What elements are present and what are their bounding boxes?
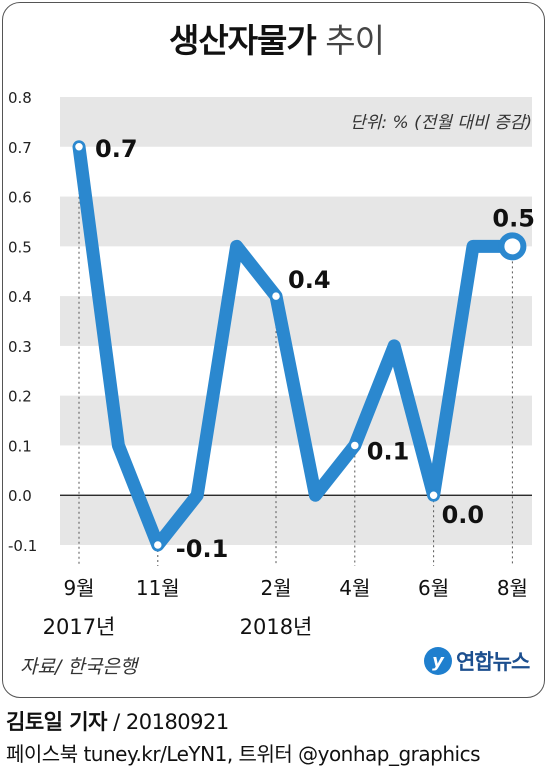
data-label: -0.1	[176, 535, 228, 563]
data-label: 0.1	[367, 437, 410, 465]
point-marker	[269, 289, 283, 303]
data-label: 0.5	[492, 204, 535, 232]
data-label: 0.7	[95, 135, 138, 163]
year-label: 2018년	[240, 615, 313, 639]
y-tick-label: -0.1	[8, 537, 37, 555]
reporter-name: 김토일 기자	[6, 710, 107, 734]
x-tick-label: 9월	[63, 576, 94, 600]
y-tick-label: 0.6	[8, 189, 32, 207]
title-main: 생산자물가	[168, 21, 317, 60]
data-label: 0.4	[288, 266, 331, 294]
x-axis-ticks: 9월 11월 2월 4월 6월 8월 2017년 2018년	[43, 576, 528, 639]
x-tick-label: 2월	[260, 576, 291, 600]
y-axis-ticks: 0.8 0.7 0.6 0.5 0.4 0.3 0.2 0.1 0.0 -0.1	[8, 89, 37, 555]
data-label: 0.0	[442, 501, 485, 529]
y-tick-label: 0.2	[8, 388, 32, 406]
point-marker	[72, 140, 86, 154]
agency-logo: y 연합뉴스	[424, 646, 530, 676]
y-tick-label: 0.7	[8, 139, 32, 157]
agency-logo-text: 연합뉴스	[456, 650, 530, 674]
unit-note: 단위: % (전월 대비 증감)	[350, 113, 532, 133]
grid-bands	[60, 97, 532, 545]
x-tick-label: 11월	[136, 576, 180, 600]
y-tick-label: 0.3	[8, 338, 32, 356]
x-tick-label: 6월	[418, 576, 449, 600]
point-marker	[427, 488, 440, 502]
series-layer	[72, 140, 527, 552]
byline: 김토일 기자 / 20180921	[6, 706, 229, 736]
publish-date: / 20180921	[113, 710, 229, 734]
data-labels: 0.7 -0.1 0.4 0.1 0.0 0.5	[95, 135, 535, 563]
y-tick-label: 0.8	[8, 89, 32, 107]
agency-logo-icon: y	[424, 647, 452, 675]
guide-lines	[78, 146, 513, 566]
chart-title: 생산자물가 추이	[0, 14, 553, 62]
y-tick-label: 0.4	[8, 288, 32, 306]
point-marker	[498, 232, 527, 261]
year-label: 2017년	[43, 615, 116, 639]
series-line	[72, 140, 519, 552]
grid-band	[60, 196, 532, 247]
grid-band	[60, 97, 532, 147]
y-tick-label: 0.1	[8, 437, 32, 455]
title-sub: 추이	[325, 21, 385, 60]
social-links: 페이스북 tuney.kr/LeYN1, 트위터 @yonhap_graphic…	[6, 742, 481, 766]
point-marker	[348, 439, 362, 452]
point-marker	[151, 538, 165, 552]
x-tick-label: 8월	[497, 576, 528, 600]
x-tick-label: 4월	[339, 576, 370, 600]
y-tick-label: 0.5	[8, 238, 32, 256]
source-note: 자료/ 한국은행	[20, 656, 138, 678]
y-tick-label: 0.0	[8, 487, 32, 505]
line-chart: 0.80.70.60.50.40.30.20.10.0-0.1 0.7-0.10…	[8, 89, 535, 639]
